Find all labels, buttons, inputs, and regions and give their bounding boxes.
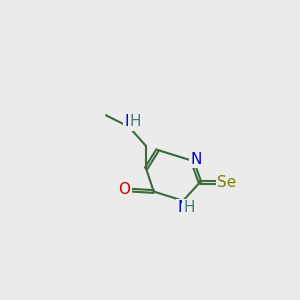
- Text: H: H: [130, 114, 141, 129]
- Text: N: N: [190, 152, 202, 167]
- Text: N: N: [178, 200, 189, 215]
- Text: O: O: [118, 182, 130, 197]
- Text: Se: Se: [218, 175, 237, 190]
- Text: N: N: [124, 114, 136, 129]
- Text: H: H: [183, 200, 194, 215]
